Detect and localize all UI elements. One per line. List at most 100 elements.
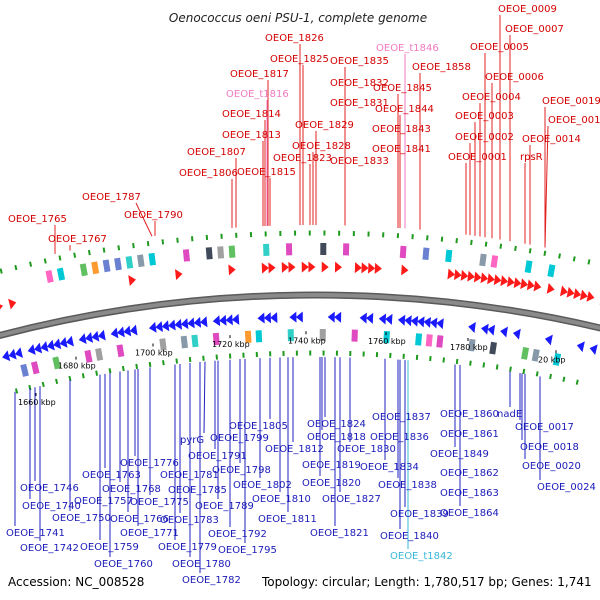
reverse-gene-label: OEOE_1782 xyxy=(182,575,241,586)
reverse-gene-label: OEOE_1763 xyxy=(82,470,141,481)
forward-gene-label: OEOE_1807 xyxy=(187,147,246,158)
forward-feature-box xyxy=(263,243,270,257)
reverse-gene-arrow xyxy=(155,321,163,332)
reverse-marker xyxy=(81,373,85,379)
reverse-gene-label: OEOE_1741 xyxy=(6,528,65,539)
reverse-gene-label: OEOE_1791 xyxy=(188,451,247,462)
forward-gene-arrow xyxy=(533,280,542,292)
forward-marker xyxy=(87,249,91,256)
forward-gene-label: OEOE_1817 xyxy=(230,69,289,80)
forward-gene-label: OEOE_1831 xyxy=(330,98,389,109)
reverse-gene-label: OEOE_1864 xyxy=(440,508,499,519)
reverse-feature-box xyxy=(287,329,294,342)
forward-gene-arrow xyxy=(467,270,475,282)
reverse-gene-arrow xyxy=(487,324,496,336)
forward-marker xyxy=(543,250,547,256)
forward-marker xyxy=(440,236,444,242)
forward-gene-label: OEOE_0009 xyxy=(498,4,557,15)
forward-gene-arrow xyxy=(487,273,495,285)
reverse-feature-box xyxy=(116,344,125,358)
reverse-feature-box xyxy=(212,332,220,346)
forward-gene-label: OEOE_1833 xyxy=(330,156,389,167)
reverse-feature-box xyxy=(84,349,93,363)
forward-gene-label: OEOE_1806 xyxy=(179,168,238,179)
reverse-gene-arrow xyxy=(385,313,393,325)
reverse-gene-arrow xyxy=(46,339,55,351)
forward-gene-arrow xyxy=(546,282,555,294)
reverse-marker xyxy=(121,365,125,372)
reverse-gene-label: OEOE_1740 xyxy=(22,501,81,512)
reverse-marker xyxy=(349,350,352,357)
reverse-feature-box xyxy=(191,334,199,348)
reverse-gene-label: OEOE_1810 xyxy=(252,494,311,505)
reverse-marker xyxy=(482,362,486,368)
forward-feature-box xyxy=(320,243,327,256)
reverse-gene-arrow xyxy=(180,318,189,330)
reverse-gene-label: OEOE_1766 xyxy=(110,514,169,525)
forward-marker xyxy=(396,233,400,239)
reverse-gene-label: OEOE_1783 xyxy=(160,515,219,526)
forward-gene-arrow xyxy=(500,275,509,287)
reverse-gene-arrow xyxy=(270,312,278,324)
forward-marker xyxy=(367,231,370,237)
reverse-marker xyxy=(175,358,179,364)
reverse-gene-arrow xyxy=(417,316,425,328)
forward-gene-label: OEOE_0005 xyxy=(470,42,529,53)
forward-marker xyxy=(29,261,33,267)
forward-gene-label: OEOE_1844 xyxy=(375,104,434,115)
scale-tick-label: 1760 kbp xyxy=(368,337,406,346)
forward-gene-label: OEOE_1787 xyxy=(82,192,141,203)
forward-feature-box xyxy=(228,245,236,258)
forward-feature-box xyxy=(547,264,556,278)
reverse-feature-box xyxy=(531,348,540,362)
reverse-marker xyxy=(442,357,446,363)
reverse-gene-arrow xyxy=(512,328,521,340)
forward-gene-label: OEOE_1823 xyxy=(273,153,332,164)
reverse-gene-label: OEOE_1792 xyxy=(208,529,267,540)
reverse-gene-label: OEOE_1863 xyxy=(440,488,499,499)
reverse-marker xyxy=(509,366,512,372)
forward-gene-label: OEOE_0006 xyxy=(485,72,544,83)
reverse-gene-label: pyrG xyxy=(180,435,204,446)
reverse-marker xyxy=(28,384,32,391)
forward-gene-arrow xyxy=(493,274,502,286)
reverse-gene-arrow xyxy=(468,322,476,333)
reverse-gene-label: OEOE_1818 xyxy=(307,432,366,443)
forward-marker xyxy=(117,245,121,251)
forward-gene-arrow xyxy=(454,269,462,281)
reverse-gene-arrow xyxy=(480,323,489,335)
forward-gene-arrow xyxy=(526,279,535,291)
reverse-gene-arrow xyxy=(187,317,195,329)
reverse-gene-arrow xyxy=(404,315,412,327)
reverse-gene-label: OEOE_1781 xyxy=(160,470,219,481)
reverse-gene-label: nadE xyxy=(497,409,522,420)
reverse-feature-box xyxy=(52,356,61,370)
reverse-feature-box xyxy=(20,363,29,377)
reverse-gene-label: OEOE_1861 xyxy=(440,429,499,440)
forward-gene-label: OEOE_1843 xyxy=(372,124,431,135)
reverse-gene-label: OEOE_1860 xyxy=(440,409,499,420)
reverse-marker xyxy=(402,353,405,359)
reverse-gene-arrow xyxy=(200,316,208,328)
reverse-marker xyxy=(469,360,472,366)
scale-tick-label: 20 kbp xyxy=(538,355,566,364)
reverse-gene-arrow xyxy=(85,332,94,343)
reverse-marker xyxy=(95,370,99,376)
reverse-gene-arrow xyxy=(168,319,176,331)
reverse-marker xyxy=(322,350,325,356)
reverse-gene-label: OEOE_1837 xyxy=(372,412,431,423)
reverse-marker xyxy=(495,364,499,370)
forward-marker xyxy=(249,232,253,238)
reverse-gene-label: OEOE_1820 xyxy=(302,478,361,489)
reverse-gene-arrow xyxy=(53,338,62,350)
forward-gene-arrow xyxy=(288,261,296,273)
reverse-feature-box xyxy=(180,335,188,349)
forward-gene-arrow xyxy=(301,261,309,273)
label-leader-line xyxy=(203,361,206,434)
forward-gene-arrow xyxy=(308,261,316,273)
forward-feature-box xyxy=(102,259,111,273)
reverse-gene-label: OEOE_1775 xyxy=(130,497,189,508)
forward-gene-arrow xyxy=(228,264,236,276)
forward-feature-box xyxy=(148,252,156,266)
